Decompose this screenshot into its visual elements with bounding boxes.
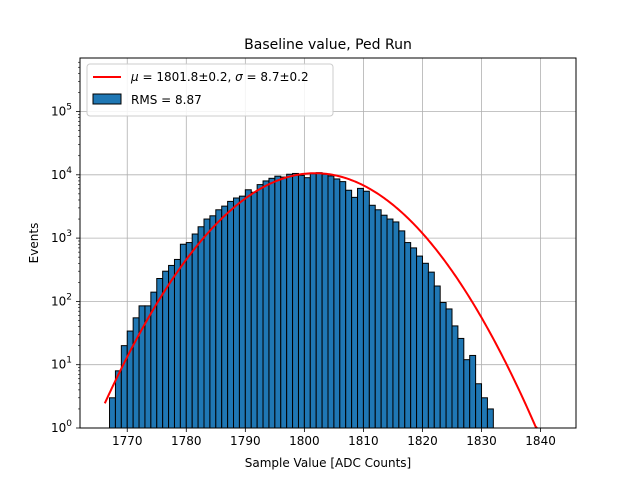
histogram-bar: [233, 197, 240, 429]
legend-sigma-symbol: σ: [235, 70, 243, 84]
histogram-bar: [416, 255, 423, 429]
x-tick-label: 1790: [230, 434, 261, 448]
histogram-bar: [386, 218, 394, 429]
histogram-bar: [250, 191, 258, 429]
histogram-bar: [280, 176, 288, 429]
histogram-bar: [392, 221, 400, 429]
histogram-bar: [433, 285, 441, 429]
legend: μ = 1801.8±0.2, σ = 8.7±0.2 RMS = 8.87: [86, 63, 334, 117]
histogram-bar: [345, 189, 353, 429]
histogram-bar: [439, 302, 447, 429]
x-axis-label: Sample Value [ADC Counts]: [245, 456, 411, 470]
y-tick-label: 104: [51, 166, 72, 182]
histogram-bar: [297, 174, 305, 429]
y-tick-label: 105: [51, 102, 72, 118]
histogram-bar: [286, 173, 294, 429]
y-axis-label: Events: [27, 223, 41, 264]
histogram-bar: [327, 175, 335, 429]
legend-sigma-value: = 8.7±0.2: [243, 70, 309, 84]
x-tick-label: 1770: [112, 434, 143, 448]
histogram-bar: [274, 175, 282, 429]
histogram-bar: [368, 204, 376, 429]
histogram-bar: [227, 200, 235, 429]
histogram-bar: [463, 359, 471, 429]
histogram-bar: [173, 258, 181, 429]
histogram-bar: [380, 214, 388, 429]
histogram-bar: [109, 397, 116, 429]
histogram-bar: [262, 180, 270, 429]
histogram-bar: [292, 172, 299, 429]
histogram-bar: [362, 190, 370, 429]
fit-curve: [103, 172, 538, 429]
x-tick-label: 1810: [348, 434, 379, 448]
gaussian-fit-line: [103, 172, 538, 429]
legend-box: [86, 63, 334, 117]
histogram-bar: [191, 233, 199, 429]
histogram-bar: [179, 243, 187, 429]
legend-histogram-swatch: [92, 93, 122, 105]
x-tick-label: 1820: [407, 434, 438, 448]
x-tick-label: 1830: [466, 434, 497, 448]
histogram-bar: [321, 173, 329, 429]
plot-frame: [79, 57, 577, 429]
histogram-bar: [268, 177, 276, 429]
histogram-bar: [404, 242, 412, 429]
histogram-bar: [457, 337, 465, 429]
histogram-bar: [339, 181, 347, 429]
histogram-bar: [315, 172, 323, 429]
y-tick-label: 102: [51, 292, 72, 308]
histogram-bar: [421, 262, 429, 429]
histogram-bar: [469, 354, 477, 429]
histogram-bar: [451, 325, 459, 429]
histogram-bar: [427, 271, 435, 429]
histogram-bar: [244, 189, 252, 429]
y-tick-label: 103: [51, 229, 72, 245]
histogram-bars: [109, 172, 494, 429]
histogram-bar: [481, 397, 488, 429]
histogram-bar: [209, 215, 217, 429]
histogram-bar: [351, 196, 359, 429]
histogram-bar: [238, 195, 246, 429]
legend-mu-symbol: μ: [130, 70, 139, 84]
histogram-bar: [168, 264, 175, 429]
x-tick-label: 1840: [525, 434, 556, 448]
histogram-bar: [398, 230, 406, 429]
chart-title: Baseline value, Ped Run: [244, 37, 412, 53]
legend-mu-value: = 1801.8±0.2,: [139, 70, 235, 84]
x-tick-label: 1800: [289, 434, 320, 448]
y-axis-ticks: 100 101 102 103 104 105: [51, 61, 80, 435]
legend-rms-label: RMS = 8.87: [131, 93, 202, 107]
histogram-bar: [357, 187, 364, 429]
histogram-bar: [185, 242, 193, 429]
histogram-bar: [486, 408, 494, 429]
histogram-bar: [303, 177, 311, 429]
histogram-bar: [215, 209, 223, 429]
histogram-bar: [309, 173, 317, 429]
histogram-bar: [410, 247, 418, 429]
legend-fit-label: μ = 1801.8±0.2, σ = 8.7±0.2: [130, 70, 309, 84]
histogram-bar: [197, 226, 205, 429]
histogram-bar: [203, 218, 211, 429]
histogram-bar: [475, 383, 483, 429]
histogram-bar: [445, 308, 453, 429]
histogram-bar: [256, 184, 264, 429]
y-tick-label: 100: [51, 419, 72, 435]
x-tick-label: 1780: [171, 434, 202, 448]
histogram-bar: [374, 209, 382, 429]
histogram-bar: [162, 270, 170, 429]
y-tick-label: 101: [51, 356, 72, 372]
x-axis-ticks: 1770 1780 1790 1800 1810 1820 1830 1840: [112, 428, 556, 448]
histogram-bar: [221, 205, 229, 429]
histogram-bar: [333, 178, 341, 429]
